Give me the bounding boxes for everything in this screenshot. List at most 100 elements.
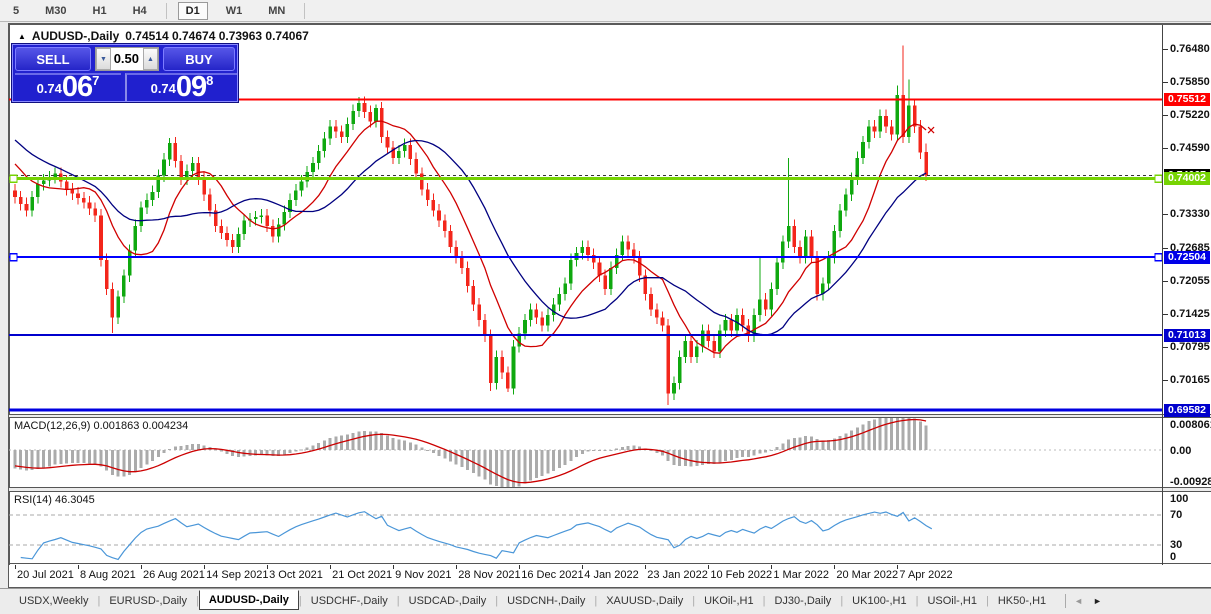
date-tick-mark [267, 565, 269, 569]
chart-tab-usdcnh-daily[interactable]: USDCNH-,Daily [507, 594, 586, 607]
timeframe-button-w1[interactable]: W1 [225, 4, 243, 17]
tab-separator: | [298, 594, 302, 607]
rsi-indicator-panel[interactable] [9, 492, 1162, 563]
tab-separator: | [495, 594, 499, 607]
rsi-axis-label: 0 [1170, 551, 1177, 563]
panel-splitter[interactable] [9, 415, 1211, 417]
tab-separator: | [97, 594, 101, 607]
timeframe-button-5[interactable]: 5 [13, 4, 20, 17]
date-axis-label: 9 Nov 2021 [395, 569, 452, 581]
date-axis-label: 10 Feb 2022 [710, 569, 773, 581]
buy-button[interactable]: BUY [163, 47, 235, 71]
date-tick-mark [708, 565, 710, 569]
date-tick-mark [834, 565, 836, 569]
date-axis-label: 21 Oct 2021 [332, 569, 393, 581]
date-tick-mark [897, 565, 899, 569]
macd-indicator-panel[interactable] [9, 418, 1162, 487]
price-tick-label: 0.70165 [1170, 373, 1210, 386]
price-tick-mark [1163, 213, 1168, 215]
tab-separator: | [195, 594, 199, 607]
macd-axis-label: 0.00 [1170, 445, 1192, 457]
date-tick-mark [78, 565, 80, 569]
chart-tab-usoil-h1[interactable]: USOil-,H1 [927, 594, 977, 607]
chart-tab-audusd-daily[interactable]: AUDUSD-,Daily [198, 590, 299, 610]
rsi-axis-label: 100 [1170, 493, 1189, 505]
panel-splitter[interactable] [9, 488, 1211, 491]
tab-scroll-right-icon[interactable]: ► [1093, 595, 1102, 606]
price-tick-label: 0.74590 [1170, 141, 1210, 154]
price-tick-mark [1163, 379, 1168, 381]
price-level-badge: 0.75512 [1164, 93, 1210, 107]
tab-separator: | [915, 594, 919, 607]
sell-button[interactable]: SELL [15, 47, 91, 71]
tab-separator: | [985, 594, 989, 607]
rsi-axis-label: 70 [1170, 509, 1183, 521]
tab-scroll-left-icon[interactable]: ◄ [1074, 595, 1084, 606]
one-click-trading-widget: SELL ▼ 0.50 ▲ BUY 0.74 06 7 0.74 09 8 [12, 44, 238, 102]
price-tick-mark [1163, 147, 1168, 149]
buy-price-display[interactable]: 0.74 09 8 [125, 73, 237, 102]
date-axis-label: 4 Jan 2022 [584, 569, 639, 581]
volume-decrease-button[interactable]: ▼ [96, 48, 111, 70]
date-axis-label: 20 Jul 2021 [17, 569, 74, 581]
chart-tab-hk50-h1[interactable]: HK50-,H1 [997, 594, 1047, 607]
sell-price-prefix: 0.74 [36, 81, 62, 96]
price-tick-label: 0.73330 [1170, 207, 1210, 220]
chart-title: ▲ AUDUSD-,Daily 0.74514 0.74674 0.73963 … [18, 29, 309, 43]
price-tick-mark [1163, 247, 1168, 249]
sell-price-pip: 7 [92, 73, 100, 88]
date-tick-mark [645, 565, 647, 569]
date-axis-label: 14 Sep 2021 [206, 569, 269, 581]
main-price-chart[interactable] [9, 26, 1162, 414]
price-level-badge: 0.69582 [1164, 403, 1210, 417]
timeframe-button-m30[interactable]: M30 [45, 4, 67, 17]
price-tick-mark [1163, 81, 1168, 83]
sell-price-display[interactable]: 0.74 06 7 [15, 73, 121, 102]
chart-tab-eurusd-daily[interactable]: EURUSD-,Daily [109, 594, 187, 607]
chart-tab-dj30-daily[interactable]: DJ30-,Daily [774, 594, 832, 607]
chart-symbol-label: AUDUSD-,Daily [31, 29, 120, 43]
date-axis-label: 16 Dec 2021 [521, 569, 584, 581]
collapse-arrow-icon[interactable]: ▲ [18, 31, 26, 41]
price-axis: 0.76480 0.75850 0.75220 0.74590 0.73330 0.726… [1163, 26, 1211, 586]
macd-axis-label: -0.009286 [1170, 476, 1211, 488]
price-tick-mark [1163, 313, 1168, 315]
rsi-axis-label: 30 [1170, 539, 1183, 551]
date-axis-label: 28 Nov 2021 [458, 569, 521, 581]
tab-separator: | [692, 594, 696, 607]
volume-increase-button[interactable]: ▲ [143, 48, 158, 70]
tab-separator: | [594, 594, 598, 607]
date-axis-label: 3 Oct 2021 [269, 569, 323, 581]
buy-price-prefix: 0.74 [150, 81, 176, 96]
tab-separator: | [762, 594, 766, 607]
chart-tab-xauusd-daily[interactable]: XAUUSD-,Daily [606, 594, 684, 607]
chart-tab-usdcad-daily[interactable]: USDCAD-,Daily [408, 594, 487, 607]
macd-axis-label: 0.008061 [1170, 419, 1211, 431]
price-level-badge: 0.71013 [1164, 328, 1210, 342]
timeframe-button-d1[interactable]: D1 [177, 1, 208, 20]
date-tick-mark [330, 565, 332, 569]
chart-tab-uk100-h1[interactable]: UK100-,H1 [852, 594, 907, 607]
timeframe-button-h4[interactable]: H4 [132, 4, 147, 17]
price-tick-label: 0.76480 [1170, 43, 1210, 55]
date-axis-label: 7 Apr 2022 [899, 569, 953, 581]
chart-tab-usdchf-daily[interactable]: USDCHF-,Daily [310, 594, 388, 607]
date-axis-label: 26 Aug 2021 [143, 569, 205, 581]
timeframe-toolbar: 5 M30 H1 H4 D1 W1 MN [0, 0, 1211, 22]
volume-input[interactable]: 0.50 [113, 51, 139, 66]
price-tick-label: 0.75220 [1170, 108, 1210, 121]
price-tick-mark [1163, 49, 1168, 50]
panel-divider-line [9, 414, 1211, 415]
date-tick-mark [141, 565, 143, 569]
date-axis-label: 1 Mar 2022 [773, 569, 830, 581]
window-bottom-edge [9, 587, 1211, 588]
chart-tab-ukoil-h1[interactable]: UKOil-,H1 [704, 594, 754, 607]
timeframe-button-mn[interactable]: MN [268, 4, 286, 17]
price-tick-label: 0.72055 [1170, 274, 1210, 287]
timeframe-button-h1[interactable]: H1 [92, 4, 107, 17]
tab-separator: | [840, 594, 844, 607]
date-tick-mark [456, 565, 458, 569]
date-axis: 20 Jul 2021 8 Aug 2021 26 Aug 2021 14 Sep 2… [9, 565, 1162, 587]
chart-tab-usdx-weekly[interactable]: USDX,Weekly [19, 594, 89, 607]
